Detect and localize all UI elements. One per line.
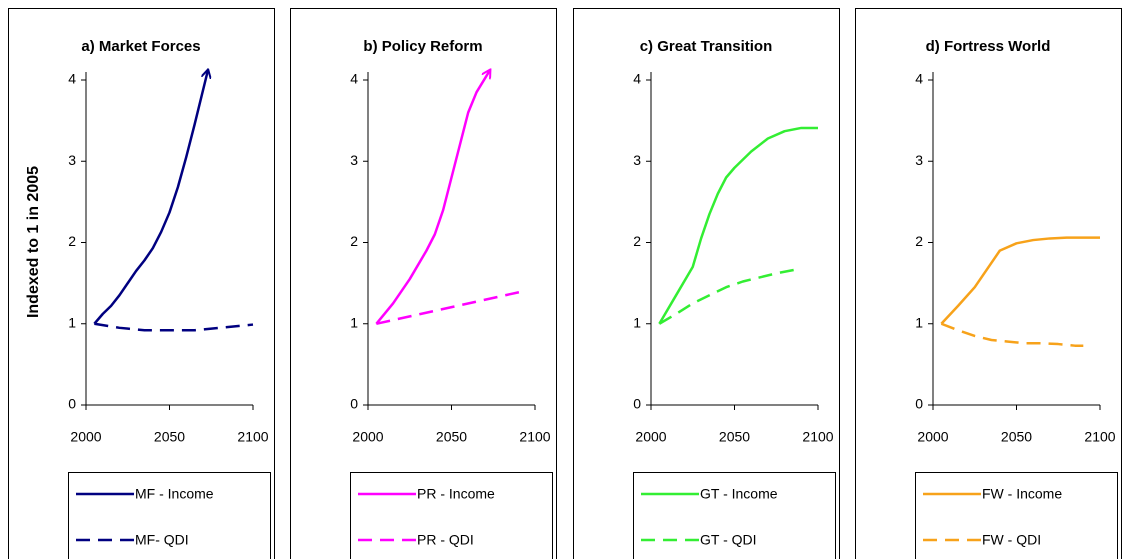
x-tick-label: 2100 <box>802 429 833 445</box>
x-tick-label: 2100 <box>237 429 268 445</box>
series-line <box>94 322 254 332</box>
series-line <box>375 70 490 325</box>
panel-frame <box>290 8 557 559</box>
y-tick-label: 1 <box>350 314 358 330</box>
series-line <box>93 70 208 325</box>
legend-box <box>915 472 1118 559</box>
x-tick-label: 2100 <box>519 429 550 445</box>
series-line <box>940 236 1100 325</box>
y-tick-label: 0 <box>915 396 923 412</box>
x-tick-label: 2050 <box>1001 429 1032 445</box>
y-tick-label: 0 <box>633 396 641 412</box>
y-tick-label: 1 <box>915 314 923 330</box>
y-axis-label: Indexed to 1 in 2005 <box>25 166 42 318</box>
x-tick-label: 2000 <box>352 429 383 445</box>
legend-label: PR - QDI <box>417 532 474 548</box>
x-tick-label: 2050 <box>719 429 750 445</box>
chart-title: a) Market Forces <box>81 38 200 55</box>
y-tick-label: 4 <box>915 71 923 87</box>
chart-title: c) Great Transition <box>640 38 773 55</box>
y-tick-label: 3 <box>68 152 76 168</box>
y-tick-label: 2 <box>633 233 641 249</box>
y-tick-label: 1 <box>633 314 641 330</box>
y-tick-label: 0 <box>68 396 76 412</box>
legend-box <box>68 472 271 559</box>
x-tick-label: 2000 <box>70 429 101 445</box>
series-line <box>658 267 802 325</box>
y-tick-label: 2 <box>68 233 76 249</box>
chart-title: b) Policy Reform <box>363 38 482 55</box>
y-tick-label: 3 <box>350 152 358 168</box>
y-tick-label: 4 <box>633 71 641 87</box>
chart-title: d) Fortress World <box>926 38 1051 55</box>
legend-box <box>350 472 553 559</box>
panel-frame <box>8 8 275 559</box>
legend-label: FW - QDI <box>982 532 1041 548</box>
y-tick-label: 3 <box>633 152 641 168</box>
series-line <box>940 322 1084 347</box>
legend-label: PR - Income <box>417 486 495 502</box>
x-tick-label: 2000 <box>635 429 666 445</box>
y-tick-label: 4 <box>350 71 358 87</box>
x-tick-label: 2000 <box>917 429 948 445</box>
y-tick-label: 4 <box>68 71 76 87</box>
y-tick-label: 0 <box>350 396 358 412</box>
panel-frame <box>573 8 840 559</box>
series-line <box>658 126 818 325</box>
legend-label: MF- QDI <box>135 532 189 548</box>
y-tick-label: 2 <box>350 233 358 249</box>
y-tick-label: 1 <box>68 314 76 330</box>
y-tick-label: 2 <box>915 233 923 249</box>
legend-label: FW - Income <box>982 486 1062 502</box>
y-tick-label: 3 <box>915 152 923 168</box>
series-line <box>376 290 524 325</box>
legend-label: MF - Income <box>135 486 214 502</box>
x-tick-label: 2050 <box>154 429 185 445</box>
legend-box <box>633 472 836 559</box>
legend-label: GT - QDI <box>700 532 757 548</box>
panel-frame <box>855 8 1122 559</box>
x-tick-label: 2050 <box>436 429 467 445</box>
x-tick-label: 2100 <box>1084 429 1115 445</box>
legend-label: GT - Income <box>700 486 778 502</box>
